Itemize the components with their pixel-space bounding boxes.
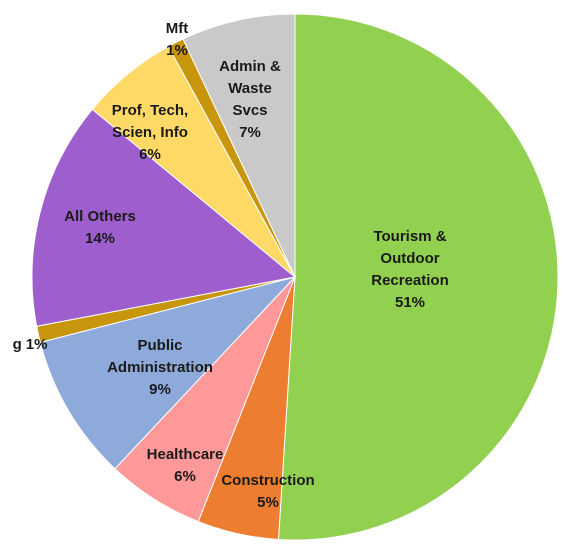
value-label: 6% bbox=[139, 146, 161, 163]
category-label: Prof, Tech, bbox=[112, 102, 188, 119]
slice-label: g 1% bbox=[13, 336, 48, 353]
category-label: Tourism & bbox=[373, 228, 446, 245]
category-label: Svcs bbox=[232, 102, 267, 119]
pie-slice bbox=[39, 276, 297, 470]
value-label: 6% bbox=[174, 468, 196, 485]
category-label: Administration bbox=[107, 359, 213, 376]
category-label: Recreation bbox=[371, 272, 449, 289]
value-label: 1% bbox=[166, 42, 188, 59]
pie-slice bbox=[182, 13, 296, 278]
category-label: Mft bbox=[166, 20, 189, 37]
category-label: Waste bbox=[228, 80, 272, 97]
category-label: Scien, Info bbox=[112, 124, 188, 141]
category-label: Construction bbox=[221, 472, 314, 489]
pie-slice bbox=[277, 13, 559, 541]
value-label: 5% bbox=[257, 494, 279, 511]
category-label: g bbox=[13, 336, 22, 353]
value-label: 14% bbox=[85, 230, 115, 247]
category-label: Healthcare bbox=[147, 446, 224, 463]
category-label: Outdoor bbox=[380, 250, 439, 267]
category-label: Public bbox=[137, 337, 182, 354]
value-label: 7% bbox=[239, 124, 261, 141]
value-label: 1% bbox=[26, 336, 48, 353]
category-label: Admin & bbox=[219, 58, 281, 75]
category-label: All Others bbox=[64, 208, 136, 225]
pie-slice bbox=[31, 108, 297, 327]
value-label: 9% bbox=[149, 381, 171, 398]
value-label: 51% bbox=[395, 294, 425, 311]
